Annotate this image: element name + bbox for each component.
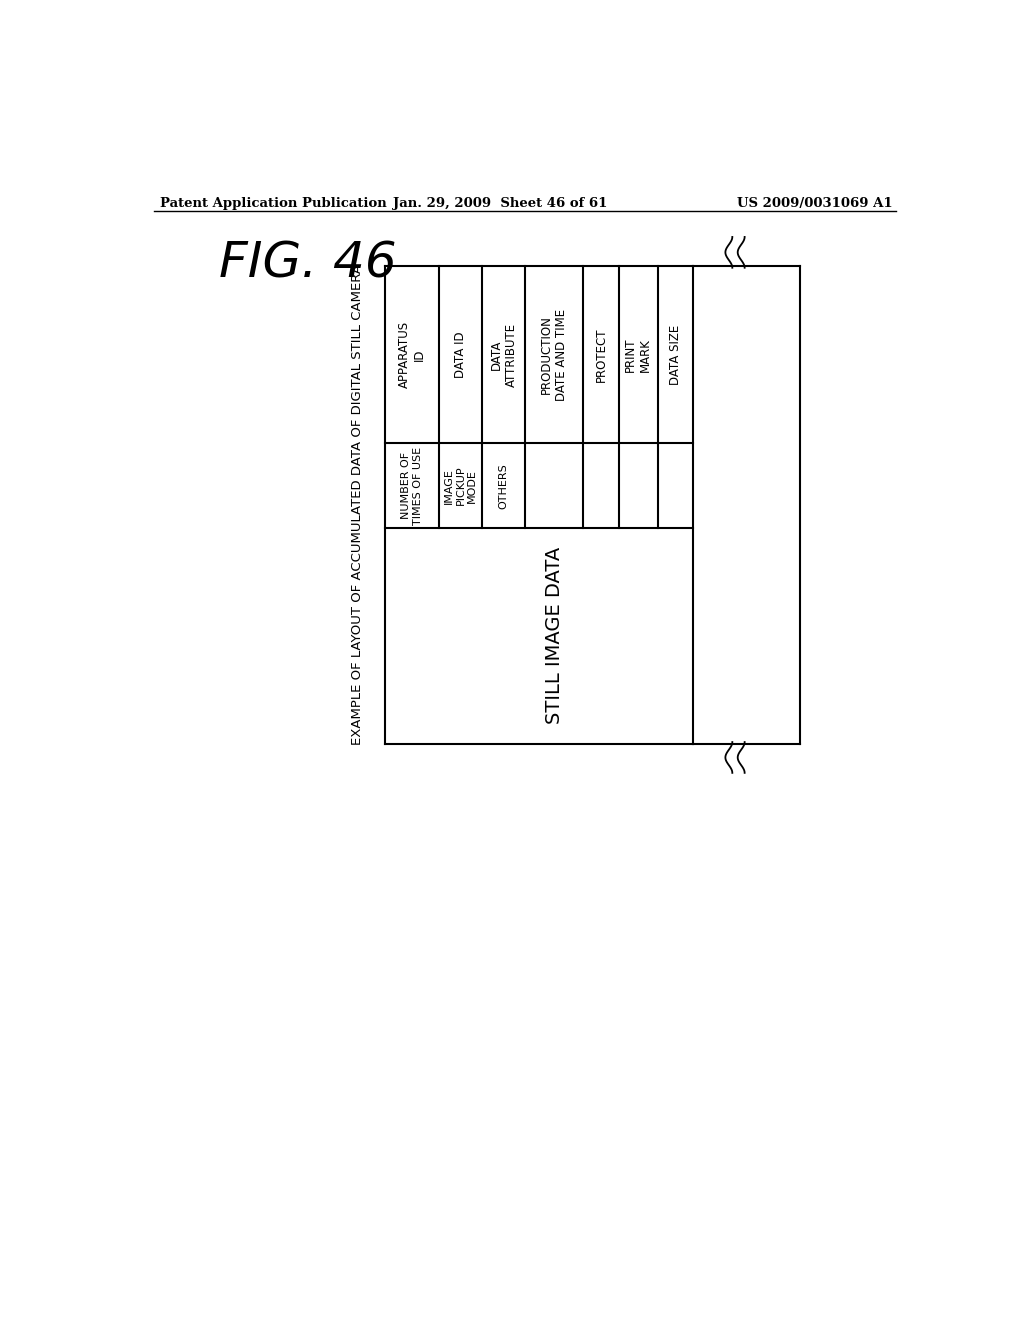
Text: DATA
ATTRIBUTE: DATA ATTRIBUTE [489, 322, 517, 387]
Text: Jan. 29, 2009  Sheet 46 of 61: Jan. 29, 2009 Sheet 46 of 61 [393, 197, 607, 210]
Text: EXAMPLE OF LAYOUT OF ACCUMULATED DATA OF DIGITAL STILL CAMERA: EXAMPLE OF LAYOUT OF ACCUMULATED DATA OF… [351, 264, 365, 746]
Text: PRODUCTION
DATE AND TIME: PRODUCTION DATE AND TIME [541, 309, 568, 401]
Text: APPARATUS
ID: APPARATUS ID [398, 321, 426, 388]
Text: STILL IMAGE DATA: STILL IMAGE DATA [545, 548, 563, 725]
Text: DATA SIZE: DATA SIZE [669, 325, 682, 385]
Text: PROTECT: PROTECT [595, 327, 607, 381]
Text: IMAGE
PICKUP
MODE: IMAGE PICKUP MODE [444, 466, 477, 506]
Text: Patent Application Publication: Patent Application Publication [160, 197, 387, 210]
Text: NUMBER OF
TIMES OF USE: NUMBER OF TIMES OF USE [401, 446, 423, 525]
Text: DATA ID: DATA ID [455, 331, 467, 378]
Text: PRINT
MARK: PRINT MARK [624, 338, 652, 372]
Text: FIG. 46: FIG. 46 [219, 239, 397, 288]
Text: US 2009/0031069 A1: US 2009/0031069 A1 [737, 197, 893, 210]
Text: OTHERS: OTHERS [499, 463, 509, 508]
